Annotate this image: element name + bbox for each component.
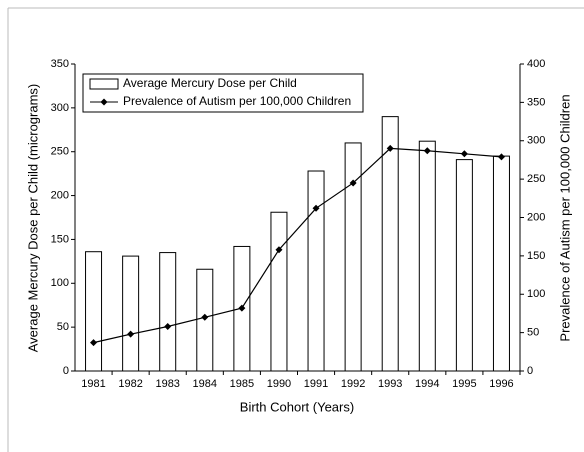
bar — [85, 251, 103, 372]
marker — [238, 304, 246, 312]
marker — [201, 313, 209, 321]
y-tick-label: 100 — [51, 277, 69, 289]
bar — [418, 140, 436, 372]
legend-label: Average Mercury Dose per Child — [123, 76, 297, 90]
legend-swatch — [89, 78, 119, 90]
bar — [492, 155, 510, 372]
line — [93, 147, 502, 344]
y2-tick-label: 400 — [527, 58, 545, 70]
legend-label: Prevalence of Autism per 100,000 Childre… — [123, 94, 351, 108]
y-tick-label: 250 — [51, 146, 69, 158]
x-tick-label: 1983 — [155, 378, 179, 390]
x-tick-label: 1996 — [489, 378, 513, 390]
x-tick-label: 1992 — [341, 378, 365, 390]
y2-tick-label: 350 — [527, 96, 545, 108]
marker — [460, 150, 468, 158]
bar — [455, 159, 473, 372]
y2-axis-label: Prevalence of Autism per 100,000 Childre… — [557, 94, 572, 341]
x-tick-label: 1994 — [415, 378, 439, 390]
legend-marker — [100, 98, 108, 106]
x-tick-label: 1993 — [378, 378, 402, 390]
bar — [159, 252, 177, 372]
marker — [349, 179, 357, 187]
x-tick-label: 1991 — [304, 378, 328, 390]
y2-tick-label: 200 — [527, 211, 545, 223]
y-tick-label: 350 — [51, 58, 69, 70]
y2-tick-label: 100 — [527, 288, 545, 300]
x-tick-label: 1982 — [118, 378, 142, 390]
y2-tick-label: 250 — [527, 173, 545, 185]
marker — [127, 330, 135, 338]
y2-tick-label: 0 — [527, 365, 533, 377]
x-tick-label: 1995 — [452, 378, 476, 390]
x-tick-label: 1985 — [230, 378, 254, 390]
y-tick-label: 150 — [51, 233, 69, 245]
marker — [386, 144, 394, 152]
bar — [381, 116, 399, 372]
marker — [497, 153, 505, 161]
y-axis-label: Average Mercury Dose per Child (microgra… — [25, 84, 40, 353]
y2-tick-label: 300 — [527, 135, 545, 147]
marker — [90, 339, 98, 347]
y-tick-label: 50 — [57, 321, 69, 333]
marker — [423, 147, 431, 155]
bar — [344, 142, 362, 372]
bar — [270, 211, 288, 372]
y-tick-label: 300 — [51, 102, 69, 114]
marker — [275, 246, 283, 254]
bar — [122, 255, 140, 372]
x-tick-label: 1990 — [267, 378, 291, 390]
y2-tick-label: 50 — [527, 327, 539, 339]
marker — [312, 204, 320, 212]
x-tick-label: 1984 — [193, 378, 217, 390]
marker — [164, 322, 172, 330]
legend-box — [82, 73, 364, 113]
y-tick-label: 200 — [51, 189, 69, 201]
y2-tick-label: 150 — [527, 250, 545, 262]
x-tick-label: 1981 — [81, 378, 105, 390]
y-tick-label: 0 — [63, 365, 69, 377]
x-axis-label: Birth Cohort (Years) — [240, 399, 354, 414]
bar — [307, 170, 325, 372]
